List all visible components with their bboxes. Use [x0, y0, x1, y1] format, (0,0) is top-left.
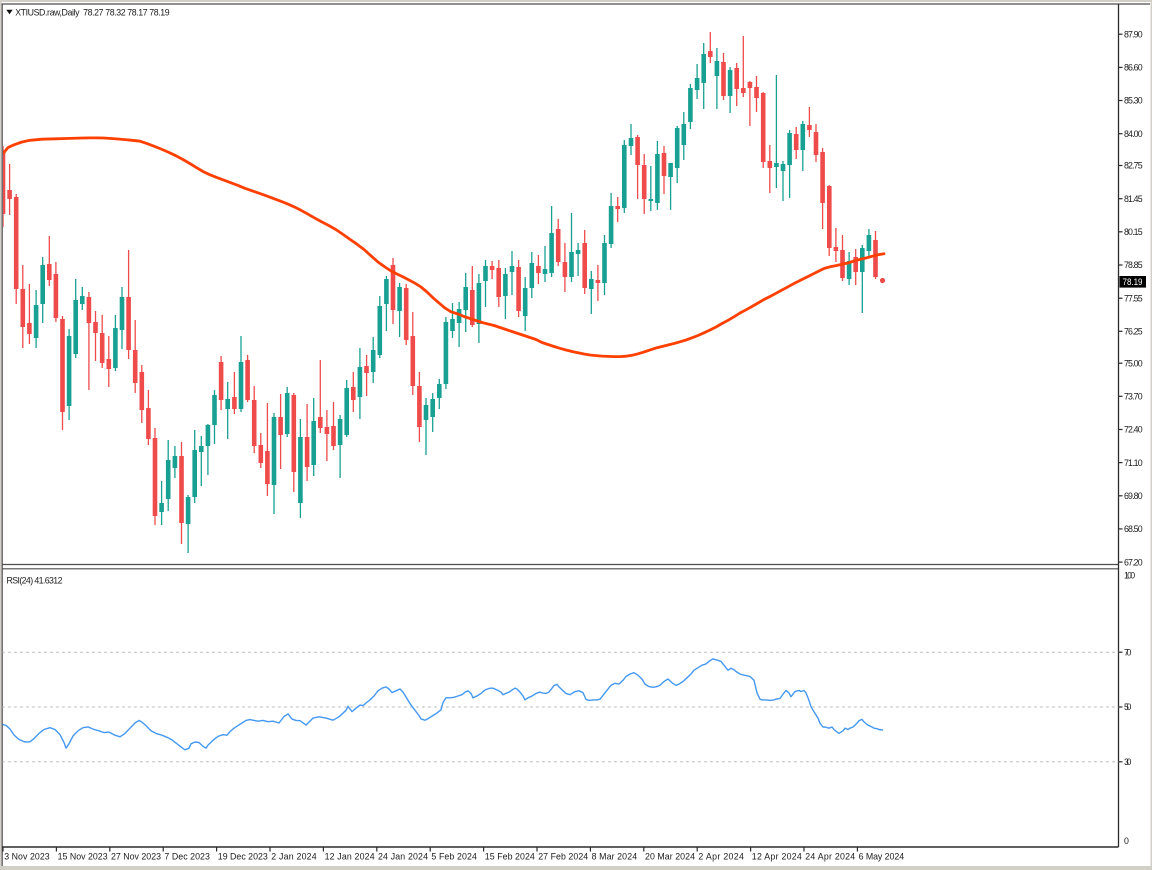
svg-text:76.25: 76.25	[1124, 327, 1143, 337]
svg-text:27 Nov 2023: 27 Nov 2023	[111, 852, 161, 862]
svg-text:85.30: 85.30	[1124, 96, 1143, 106]
svg-text:68.50: 68.50	[1124, 524, 1143, 534]
svg-text:2 Jan 2024: 2 Jan 2024	[271, 852, 317, 862]
svg-text:100: 100	[1124, 571, 1135, 581]
svg-text:84.00: 84.00	[1124, 129, 1143, 139]
svg-text:72.40: 72.40	[1124, 425, 1143, 435]
svg-text:8 Mar 2024: 8 Mar 2024	[592, 852, 638, 862]
svg-text:27 Feb 2024: 27 Feb 2024	[538, 852, 588, 862]
svg-text:15 Feb 2024: 15 Feb 2024	[485, 852, 535, 862]
svg-text:69.80: 69.80	[1124, 491, 1143, 501]
svg-text:82.75: 82.75	[1124, 161, 1143, 171]
svg-text:7 Dec 2023: 7 Dec 2023	[164, 852, 210, 862]
svg-text:70: 70	[1124, 647, 1131, 657]
svg-text:67.20: 67.20	[1124, 557, 1143, 567]
svg-text:0: 0	[1124, 836, 1129, 846]
svg-text:77.55: 77.55	[1124, 293, 1143, 303]
svg-text:75.00: 75.00	[1124, 358, 1143, 368]
svg-text:78.19: 78.19	[1123, 277, 1143, 287]
svg-text:2 Apr 2024: 2 Apr 2024	[698, 852, 744, 862]
svg-text:19 Dec 2023: 19 Dec 2023	[218, 852, 268, 862]
svg-text:86.60: 86.60	[1124, 63, 1143, 73]
svg-text:87.90: 87.90	[1124, 29, 1143, 39]
svg-text:81.45: 81.45	[1124, 194, 1143, 204]
svg-text:71.10: 71.10	[1124, 458, 1143, 468]
svg-text:20 Mar 2024: 20 Mar 2024	[645, 852, 695, 862]
svg-text:5 Feb 2024: 5 Feb 2024	[431, 852, 477, 862]
svg-text:73.70: 73.70	[1124, 392, 1143, 402]
svg-text:50: 50	[1124, 702, 1131, 712]
svg-text:3 Nov 2023: 3 Nov 2023	[4, 852, 50, 862]
svg-text:12 Jan 2024: 12 Jan 2024	[325, 852, 375, 862]
svg-text:6 May 2024: 6 May 2024	[859, 852, 905, 862]
svg-text:RSI(24) 41.6312: RSI(24) 41.6312	[7, 575, 63, 585]
svg-text:XTIUSD.raw,Daily 78.27 78.32: XTIUSD.raw,Daily 78.27 78.32 78.17 78.19	[15, 7, 170, 17]
svg-text:12 Apr 2024: 12 Apr 2024	[752, 852, 802, 862]
svg-text:30: 30	[1124, 757, 1131, 767]
svg-text:78.85: 78.85	[1124, 260, 1143, 270]
svg-text:15 Nov 2023: 15 Nov 2023	[58, 852, 108, 862]
svg-text:80.15: 80.15	[1124, 227, 1143, 237]
svg-text:24 Jan 2024: 24 Jan 2024	[378, 852, 428, 862]
svg-text:24 Apr 2024: 24 Apr 2024	[805, 852, 855, 862]
